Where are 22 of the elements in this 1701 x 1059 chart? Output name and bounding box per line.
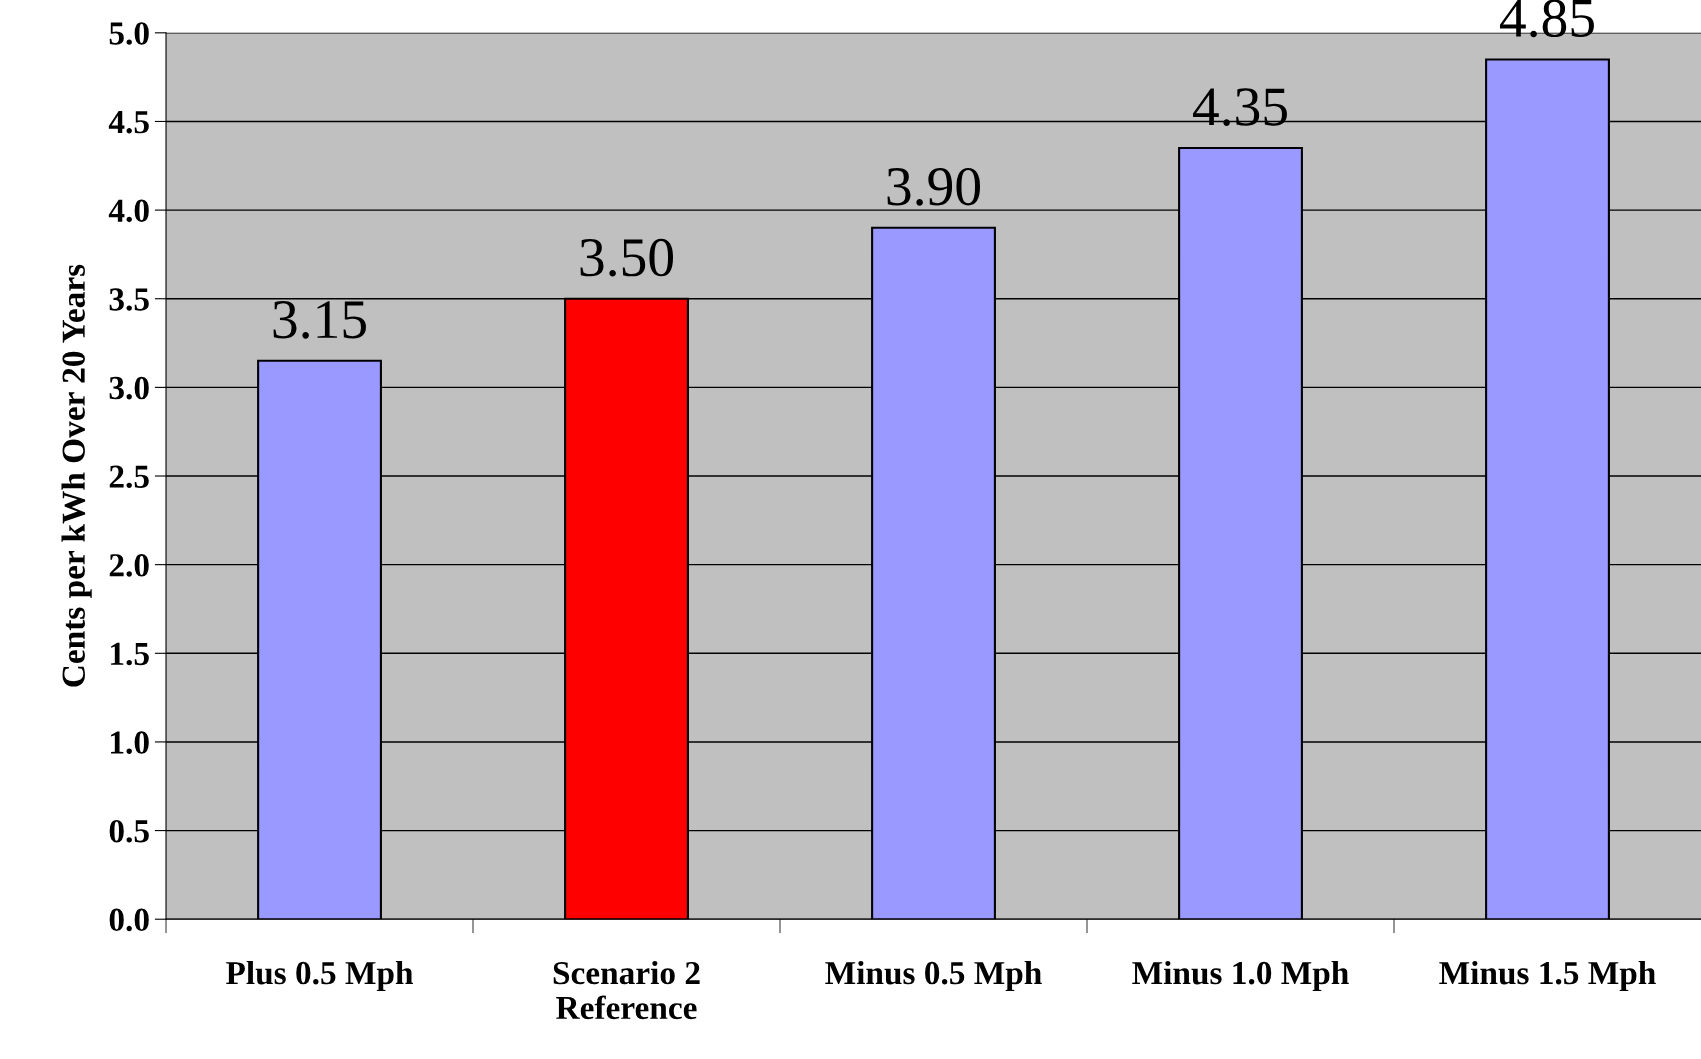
text: 4.0 <box>108 199 149 223</box>
text: 3.0 <box>109 376 149 400</box>
x-tick-label: Scenario 2 Reference <box>553 960 700 1020</box>
data-label: 3.15 <box>273 301 366 339</box>
y-axis-title: Cents per kWh Over 20 Years <box>61 264 92 687</box>
x-tick-label: Plus 0.5 Mph <box>226 960 414 992</box>
text: 4.5 <box>108 111 149 134</box>
text: 2.0 <box>109 554 149 577</box>
x-tick-label: Minus 1.0 Mph <box>1132 960 1349 992</box>
text: 3.5 <box>109 288 149 311</box>
text: 2.5 <box>109 465 149 489</box>
text: 5.0 <box>109 22 149 45</box>
text: 1.0 <box>111 731 149 754</box>
data-label: 3.50 <box>580 238 674 277</box>
text: 1.5 <box>111 642 149 666</box>
data-label: 4.85 <box>1499 0 1594 38</box>
data-label: 3.90 <box>887 167 980 206</box>
text: 0.5 <box>109 819 149 843</box>
data-label: 4.35 <box>1192 88 1287 126</box>
text: 0.0 <box>109 908 149 932</box>
x-tick-label: Minus 0.5 Mph <box>825 960 1042 992</box>
x-tick-label: Minus 1.5 Mph <box>1439 960 1656 992</box>
